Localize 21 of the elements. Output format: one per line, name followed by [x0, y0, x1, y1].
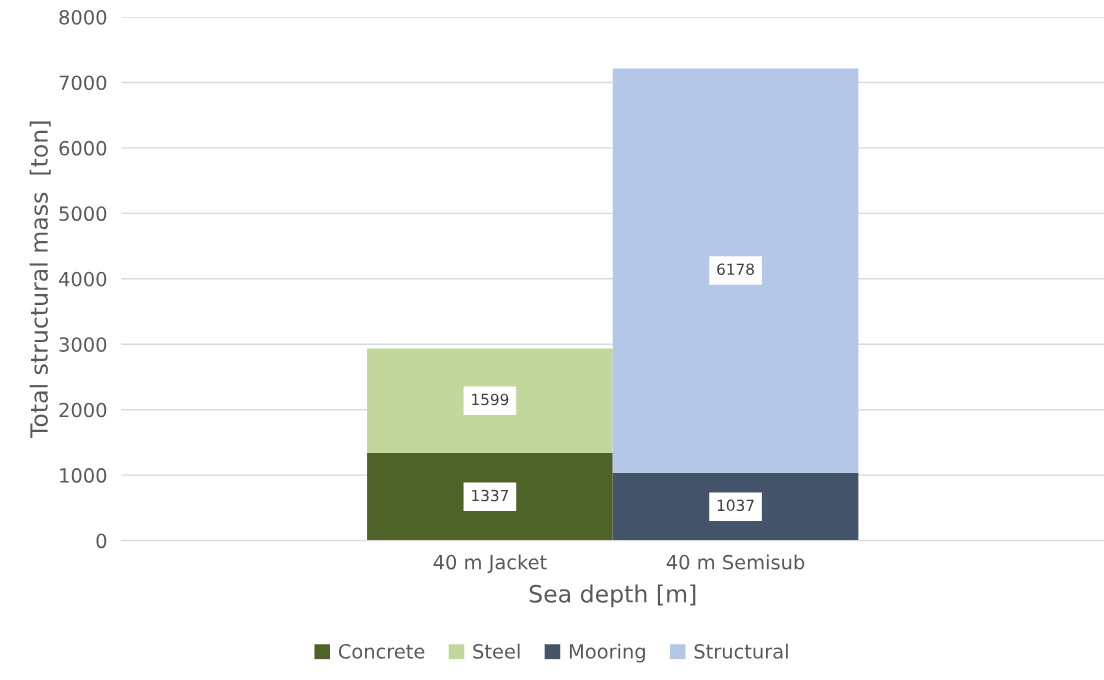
- data-label: 6178: [717, 263, 754, 275]
- legend-label: Concrete: [338, 644, 425, 659]
- data-label: 1337: [472, 489, 509, 502]
- y-tick-label: 3000: [59, 337, 107, 352]
- y-tick-label: 7000: [59, 75, 107, 91]
- y-tick-label: 5000: [59, 206, 107, 222]
- legend-label: Structural: [694, 643, 788, 659]
- data-label: 1037: [717, 499, 754, 512]
- data-label: 1599: [472, 393, 509, 406]
- y-axis-title: Total structural mass [ton]: [29, 121, 51, 439]
- y-tick-label: 6000: [59, 140, 107, 156]
- x-tick-label: 40 m Jacket: [433, 554, 547, 574]
- y-tick-label: 2000: [59, 402, 107, 418]
- y-tick-label: 8000: [59, 9, 107, 25]
- x-axis-title: Sea depth [m]: [529, 584, 696, 608]
- legend-label: Mooring: [569, 643, 645, 663]
- y-tick-label: 0: [96, 533, 107, 549]
- x-tick-label: 40 m Semisub: [666, 554, 805, 570]
- y-tick-label: 4000: [59, 271, 107, 287]
- legend-label: Steel: [473, 643, 520, 659]
- y-tick-label: 1000: [60, 468, 107, 483]
